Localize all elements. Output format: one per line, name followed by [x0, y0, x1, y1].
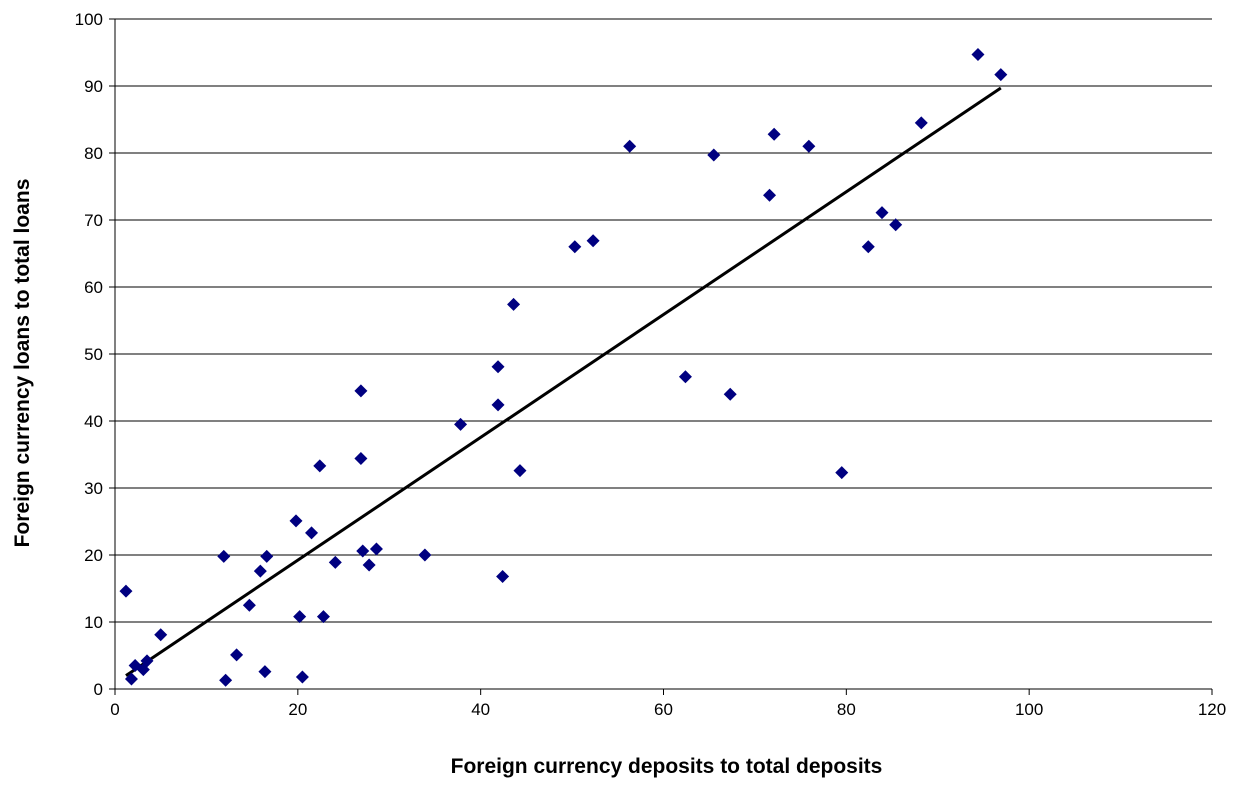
y-tick-label: 40 [84, 412, 103, 431]
data-point [219, 673, 233, 687]
data-point [295, 670, 309, 684]
data-point [623, 139, 637, 153]
x-tick-label: 80 [837, 700, 856, 719]
data-point [802, 139, 816, 153]
x-tick-label: 20 [288, 700, 307, 719]
data-point [835, 466, 849, 480]
data-point [260, 549, 274, 563]
data-point [369, 542, 383, 556]
data-points [119, 48, 1008, 687]
data-point [707, 148, 721, 162]
data-point [258, 665, 272, 679]
y-tick-label: 20 [84, 546, 103, 565]
data-point [293, 610, 307, 624]
data-point [230, 648, 244, 662]
data-point [723, 387, 737, 401]
y-axis-title: Foreign currency loans to total loans [11, 179, 34, 548]
data-point [316, 610, 330, 624]
y-tick-label: 30 [84, 479, 103, 498]
data-point [513, 464, 527, 478]
x-tick-label: 120 [1198, 700, 1226, 719]
y-tick-label: 80 [84, 144, 103, 163]
x-tick-label: 60 [654, 700, 673, 719]
data-point [356, 544, 370, 558]
data-point [354, 384, 368, 398]
data-point [253, 564, 267, 578]
data-point [491, 360, 505, 374]
data-point [124, 672, 138, 686]
data-point [971, 48, 985, 62]
data-point [914, 116, 928, 130]
x-tick-label: 0 [110, 700, 119, 719]
trendline [125, 86, 1002, 677]
data-point [454, 417, 468, 431]
y-tick-label: 90 [84, 77, 103, 96]
data-point [889, 218, 903, 232]
data-point [354, 452, 368, 466]
data-point [767, 127, 781, 141]
data-point [994, 68, 1008, 82]
data-point [242, 598, 256, 612]
data-point [362, 558, 376, 572]
x-tick-label: 40 [471, 700, 490, 719]
x-axis-title: Foreign currency deposits to total depos… [451, 755, 883, 778]
data-point [861, 240, 875, 254]
data-point [305, 526, 319, 540]
data-point [875, 206, 889, 220]
y-tick-label: 0 [94, 680, 103, 699]
data-point [418, 548, 432, 562]
y-tick-label: 70 [84, 211, 103, 230]
gridlines [115, 18, 1212, 623]
y-tick-label: 50 [84, 345, 103, 364]
data-point [678, 370, 692, 384]
data-point [763, 188, 777, 202]
trendline-group [125, 86, 1002, 677]
data-point [313, 459, 327, 473]
x-tick-label: 100 [1015, 700, 1043, 719]
y-axis-ticks: 0 10 20 30 40 50 60 70 80 90 100 [75, 10, 115, 699]
data-point [496, 569, 510, 583]
data-point [289, 514, 303, 528]
x-axis-ticks: 0 20 40 60 80 100 120 [110, 689, 1226, 719]
data-point [491, 398, 505, 412]
data-point [568, 240, 582, 254]
data-point [217, 549, 231, 563]
data-point [154, 628, 168, 642]
data-point [119, 584, 133, 598]
data-point [507, 297, 521, 311]
data-point [140, 654, 154, 668]
y-tick-label: 10 [84, 613, 103, 632]
data-point [586, 234, 600, 248]
y-tick-label: 60 [84, 278, 103, 297]
data-point [328, 555, 342, 569]
y-tick-label: 100 [75, 10, 103, 29]
